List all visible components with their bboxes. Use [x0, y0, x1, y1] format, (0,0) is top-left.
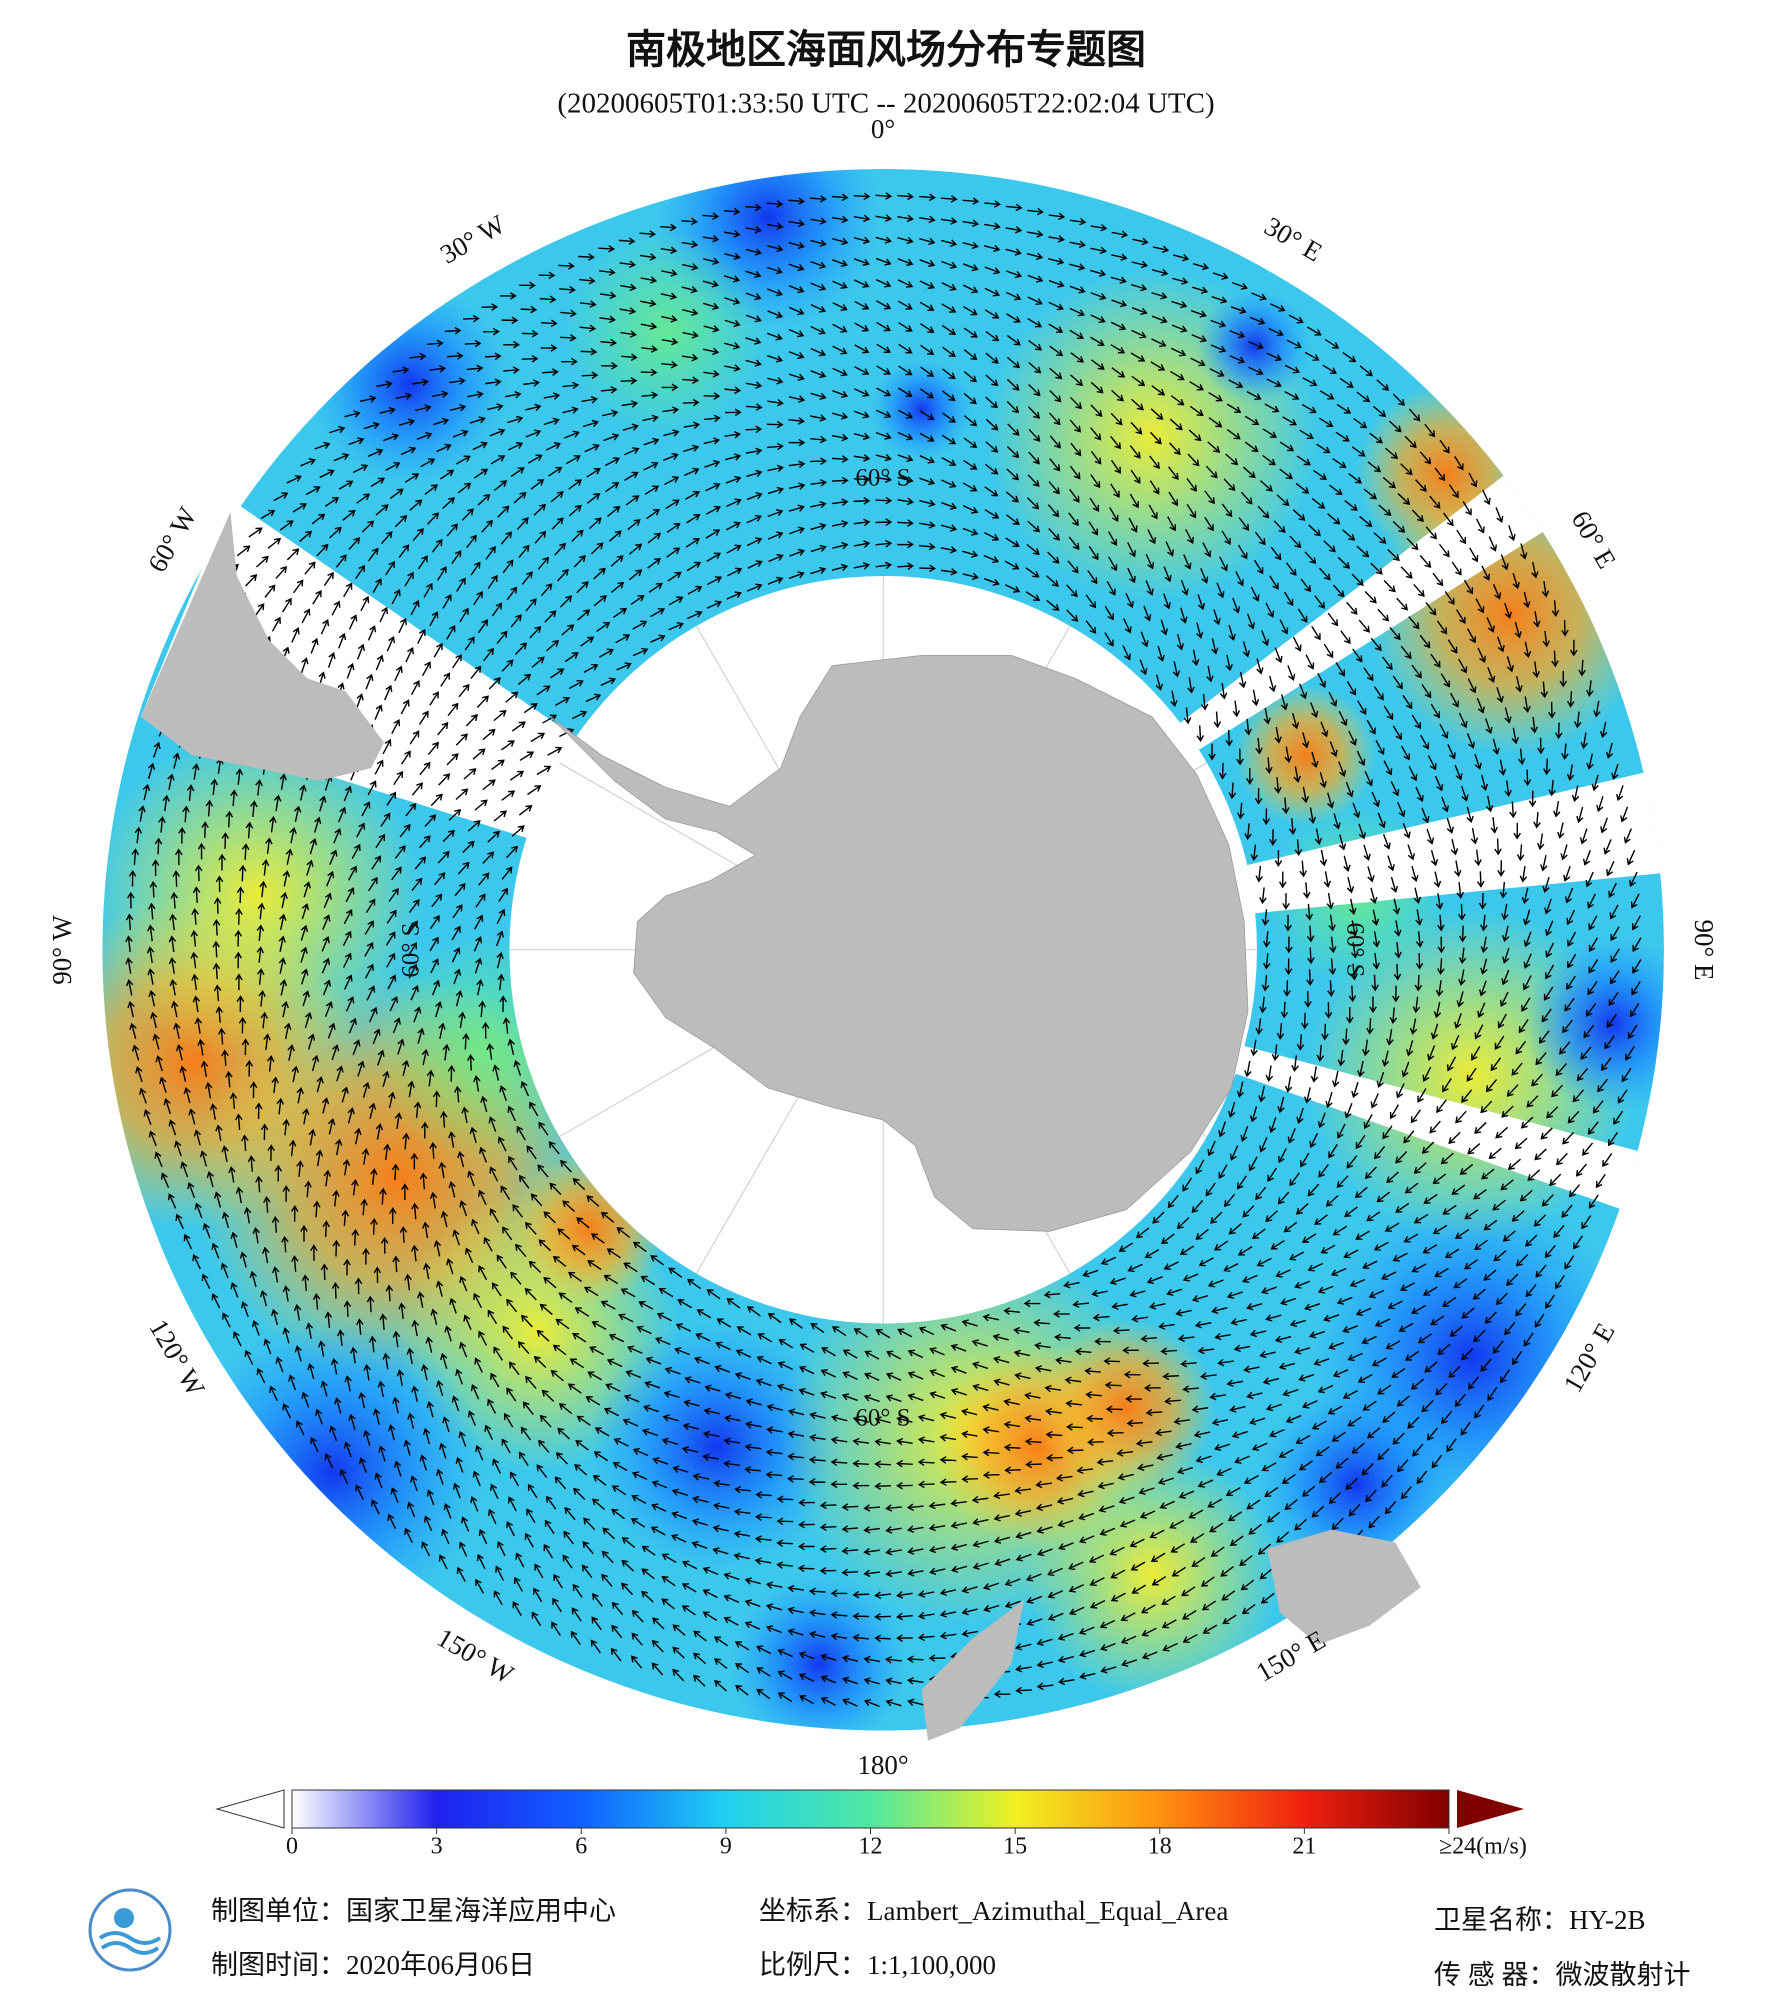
antarctica: [550, 654, 1249, 1232]
map: [102, 168, 1664, 1741]
colorbar-tick-label: 9: [720, 1834, 732, 1860]
logo: [88, 1888, 172, 1972]
map-unit: 制图单位：国家卫星海洋应用中心: [211, 1896, 616, 1926]
latitude-label: 60° S: [1341, 922, 1368, 977]
latitude-label: 60° S: [398, 922, 425, 977]
colorbar-tick-label: 0: [286, 1834, 298, 1860]
colorbar-body: [291, 1789, 1450, 1829]
longitude-label: 90° W: [47, 915, 77, 985]
longitude-label: 180°: [857, 1750, 908, 1780]
colorbar: 0 3 6 9 12 15 18 21 ≥24(m/s): [215, 1789, 1527, 1860]
colorbar-tick-label: 12: [859, 1834, 883, 1860]
longitude-label: 30° W: [435, 209, 511, 270]
colorbar-tick-label: 18: [1148, 1834, 1172, 1860]
south-america: [140, 512, 384, 781]
longitude-label: 90° E: [1689, 919, 1719, 980]
longitude-label: 120° E: [1557, 1318, 1620, 1398]
footer: 制图单位：国家卫星海洋应用中心 制图时间：2020年06月06日 坐标系：Lam…: [88, 1888, 1691, 1990]
longitude-label: 60° W: [142, 502, 203, 578]
map-date: 制图时间：2020年06月06日: [211, 1950, 535, 1980]
colorbar-tick-label: 21: [1292, 1834, 1316, 1860]
sensor: 传 感 器：微波散射计: [1434, 1960, 1691, 1990]
colorbar-over: [1457, 1790, 1524, 1828]
latitude-label: 60° S: [855, 465, 910, 492]
colorbar-under: [215, 1789, 285, 1829]
colorbar-tick-label: ≥24(m/s): [1439, 1834, 1527, 1860]
colorbar-tick-label: 15: [1003, 1834, 1027, 1860]
colorbar-tick-label: 6: [575, 1834, 587, 1860]
scale: 比例尺：1:1,100,000: [759, 1950, 996, 1980]
longitude-label: 30° E: [1259, 211, 1327, 268]
new-zealand: [921, 1600, 1024, 1741]
title: 南极地区海面风场分布专题图: [626, 27, 1146, 72]
longitude-label: 60° E: [1566, 506, 1623, 574]
subtitle: (20200605T01:33:50 UTC -- 20200605T22:02…: [557, 88, 1214, 120]
latitude-label: 60° S: [855, 1405, 910, 1432]
longitude-label: 0°: [871, 114, 895, 144]
crs: 坐标系：Lambert_Azimuthal_Equal_Area: [759, 1896, 1228, 1926]
australia: [1267, 1529, 1421, 1645]
latitude-labels: 60° S 60° S 60° S 60° S: [398, 465, 1369, 1432]
satellite: 卫星名称：HY-2B: [1434, 1905, 1646, 1935]
colorbar-tick-label: 3: [431, 1834, 443, 1860]
longitude-label: 150° E: [1251, 1624, 1331, 1687]
